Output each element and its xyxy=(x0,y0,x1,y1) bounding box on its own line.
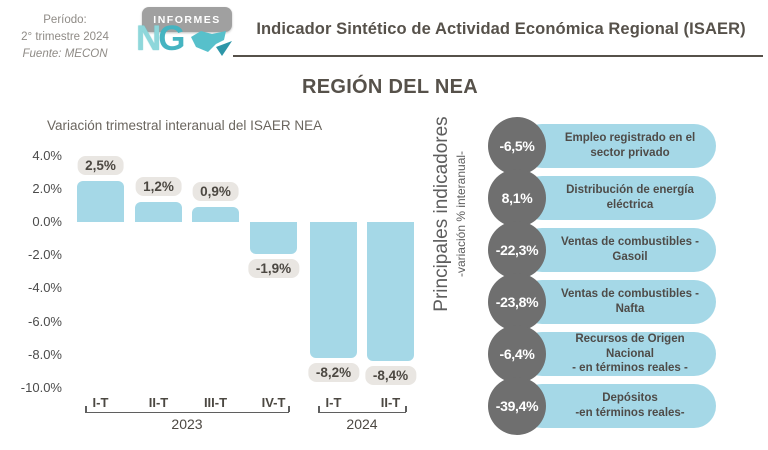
year-axis-bracket xyxy=(318,412,406,413)
y-axis-tick-label: -10.0% xyxy=(20,380,62,395)
indicator-value-circle: 8,1% xyxy=(488,169,546,227)
indicators-vertical-title: Principales indicadores -variación % int… xyxy=(430,94,480,334)
y-axis-tick-label: 4.0% xyxy=(32,147,62,163)
indicator-pill: Ventas de combustibles - Nafta xyxy=(520,280,716,324)
isaer-bar xyxy=(367,222,414,362)
page-title: Indicador Sintético de Actividad Económi… xyxy=(256,20,746,38)
bracket-end-tick xyxy=(318,406,320,412)
bar-value-label: 0,9% xyxy=(192,182,239,202)
informes-nea-logo: INFORMES NG xyxy=(136,6,238,62)
bar-value-label: -8,2% xyxy=(307,363,360,383)
isaer-bar xyxy=(250,222,297,254)
bracket-end-tick xyxy=(85,406,87,412)
indicator-pill: Distribución de energía eléctrica xyxy=(520,176,716,220)
bar-value-label: 1,2% xyxy=(135,177,182,197)
indicator-value-circle: -39,4% xyxy=(488,377,546,435)
bar-value-label: -1,9% xyxy=(247,258,300,278)
indicator-pill: Ventas de combustibles - Gasoil xyxy=(520,228,716,272)
isaer-bar xyxy=(192,207,239,222)
bar-value-label: -8,4% xyxy=(364,366,417,386)
isaer-bar xyxy=(77,180,124,222)
logo-banner: INFORMES xyxy=(142,7,232,32)
indicator-value-circle: -6,4% xyxy=(488,325,546,383)
x-axis-category-label: II-T xyxy=(380,395,401,410)
y-axis-tick-label: 2.0% xyxy=(32,180,62,196)
logo-letters: NG xyxy=(136,18,186,60)
year-axis-bracket xyxy=(85,412,289,413)
x-axis-category-label: IV-T xyxy=(261,395,286,410)
indicators-subtitle: -variación % interanual- xyxy=(454,150,468,278)
period-value: 2° trimestre 2024 xyxy=(21,31,109,43)
logo-letter-n: N xyxy=(136,19,162,58)
bracket-end-tick xyxy=(288,406,290,412)
isaer-bar xyxy=(135,202,182,222)
source-label: Fuente: MECON xyxy=(22,48,108,60)
nea-map-icon xyxy=(191,31,232,56)
x-axis-category-label: III-T xyxy=(203,395,228,410)
y-axis-tick-label: -6.0% xyxy=(28,313,62,329)
indicator-value-circle: -6,5% xyxy=(488,117,546,175)
x-axis-category-label: I-T xyxy=(325,395,342,410)
y-axis-tick-label: -8.0% xyxy=(28,346,62,362)
y-axis-tick-label: 0.0% xyxy=(32,214,62,229)
year-group-label: 2023 xyxy=(171,416,203,432)
isaer-bar xyxy=(310,222,357,359)
y-axis-tick-label: -2.0% xyxy=(28,247,62,263)
x-axis-category-label: II-T xyxy=(148,395,169,410)
indicator-pill: Empleo registrado en el sector privado xyxy=(520,124,716,168)
y-axis-tick-label: -4.0% xyxy=(28,280,62,296)
bar-value-label: 2,5% xyxy=(77,155,124,175)
indicator-value-circle: -23,8% xyxy=(488,273,546,331)
period-label: Período: xyxy=(43,14,87,26)
chart-title: Variación trimestral interanual del ISAE… xyxy=(47,118,323,133)
bracket-end-tick xyxy=(405,406,407,412)
indicator-value-circle: -22,3% xyxy=(488,221,546,279)
indicators-title: Principales indicadores xyxy=(431,116,452,312)
region-subtitle: REGIÓN DEL NEA xyxy=(301,76,479,98)
title-underline xyxy=(233,55,763,57)
logo-letter-g: G xyxy=(158,19,186,58)
x-axis-category-label: I-T xyxy=(92,395,109,410)
period-block: Período: 2° trimestre 2024 Fuente: MECON xyxy=(4,12,126,63)
year-group-label: 2024 xyxy=(346,416,378,432)
indicator-pill: Depósitos -en términos reales- xyxy=(520,384,716,428)
indicator-pill: Recursos de Origen Nacional - en término… xyxy=(520,332,716,376)
